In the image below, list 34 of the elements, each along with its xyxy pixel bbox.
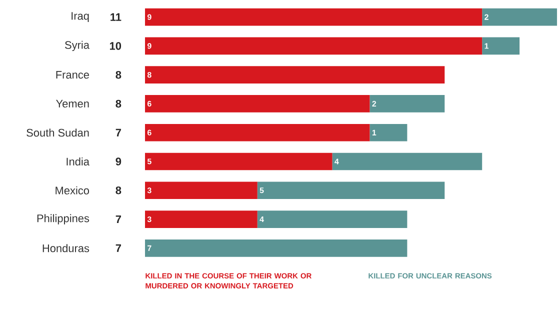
bar: [257, 210, 408, 228]
bar: [257, 182, 445, 200]
y-tick-label: Yemen: [56, 100, 89, 108]
total-label: 8: [116, 70, 122, 79]
total-label: 7: [116, 216, 121, 224]
bar: [145, 210, 258, 228]
bar: [145, 8, 482, 26]
y-tick-label: South Sudan: [26, 128, 89, 137]
y-tick-label: India: [66, 157, 90, 166]
y-tick-label: Philippines: [37, 214, 90, 224]
total-label: 8: [116, 100, 122, 108]
bar: [145, 95, 370, 112]
bar: [145, 182, 258, 200]
bar: [370, 124, 408, 142]
bar: [145, 124, 370, 142]
bar: [145, 66, 445, 84]
y-tick-label: Syria: [65, 40, 90, 52]
total-label: 11: [110, 13, 122, 21]
y-tick-label: Honduras: [42, 244, 90, 252]
bar: [145, 152, 332, 170]
bar: [370, 95, 445, 112]
total-label: 9: [116, 158, 122, 166]
y-tick-label: France: [56, 71, 89, 79]
bar: [482, 8, 558, 26]
bar: [482, 37, 520, 55]
total-label: 7: [116, 244, 121, 252]
bar: [145, 37, 482, 55]
total-label: 10: [110, 42, 122, 50]
total-label: 7: [116, 128, 121, 136]
y-tick-label: Iraq: [72, 12, 89, 22]
bar: [332, 152, 482, 170]
bar: [145, 239, 408, 257]
total-label: 8: [116, 186, 122, 194]
y-tick-label: Mexico: [56, 186, 90, 194]
